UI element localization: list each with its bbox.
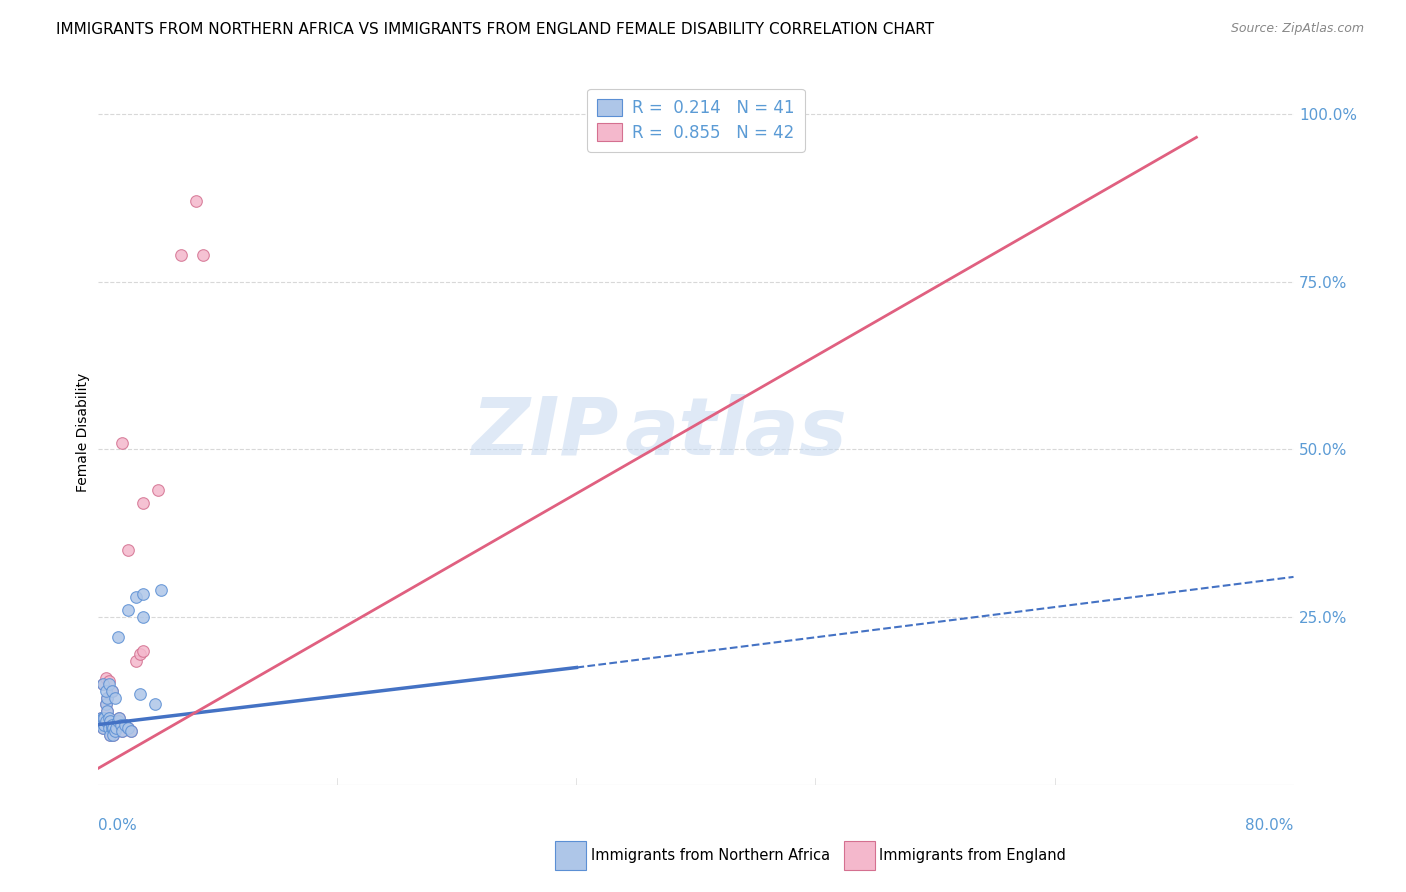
Point xyxy=(129,687,152,701)
Point xyxy=(111,724,134,739)
Point xyxy=(89,714,111,729)
Point xyxy=(90,711,112,725)
Text: 80.0%: 80.0% xyxy=(1246,819,1294,833)
Point xyxy=(105,721,128,735)
Point xyxy=(103,728,125,742)
Point xyxy=(93,717,115,731)
Point xyxy=(91,711,114,725)
Point xyxy=(94,714,117,729)
Point xyxy=(103,721,125,735)
Text: Immigrants from Northern Africa: Immigrants from Northern Africa xyxy=(591,848,830,863)
Point xyxy=(98,714,122,729)
Point xyxy=(90,717,112,731)
Point xyxy=(117,721,139,735)
Text: 0.0%: 0.0% xyxy=(98,819,138,833)
Point xyxy=(96,704,118,718)
Point xyxy=(104,724,127,739)
Point xyxy=(117,603,139,617)
Point xyxy=(101,717,124,731)
Text: Source: ZipAtlas.com: Source: ZipAtlas.com xyxy=(1230,22,1364,36)
Point xyxy=(91,677,114,691)
Point xyxy=(110,717,132,731)
Point xyxy=(91,711,114,725)
Point xyxy=(94,671,117,685)
Point xyxy=(108,711,131,725)
Point xyxy=(117,543,139,558)
Point xyxy=(132,610,155,624)
Legend: R =  0.214   N = 41, R =  0.855   N = 42: R = 0.214 N = 41, R = 0.855 N = 42 xyxy=(588,88,804,152)
Point xyxy=(129,647,152,661)
Point xyxy=(90,717,112,731)
Point xyxy=(132,587,155,601)
Point xyxy=(94,698,117,712)
Point xyxy=(111,435,134,450)
Point xyxy=(98,714,122,729)
Point xyxy=(94,684,117,698)
Point xyxy=(132,644,155,658)
Point xyxy=(89,714,111,729)
Point xyxy=(105,721,128,735)
Point xyxy=(114,717,136,731)
Point xyxy=(104,690,127,705)
Point xyxy=(97,711,120,725)
Point xyxy=(97,673,120,688)
Point xyxy=(101,684,124,698)
Point xyxy=(143,698,166,712)
Point xyxy=(108,711,131,725)
Point xyxy=(110,717,132,731)
Point xyxy=(90,711,112,725)
Text: atlas: atlas xyxy=(624,393,846,472)
Point xyxy=(107,630,129,644)
Point xyxy=(91,721,114,735)
Point xyxy=(169,248,191,262)
Point xyxy=(93,711,115,725)
Point xyxy=(97,677,120,691)
Text: Immigrants from England: Immigrants from England xyxy=(879,848,1066,863)
Point xyxy=(114,717,136,731)
Point xyxy=(191,248,214,262)
Point xyxy=(111,724,134,739)
Point xyxy=(91,677,114,691)
Y-axis label: Female Disability: Female Disability xyxy=(76,373,90,492)
Text: IMMIGRANTS FROM NORTHERN AFRICA VS IMMIGRANTS FROM ENGLAND FEMALE DISABILITY COR: IMMIGRANTS FROM NORTHERN AFRICA VS IMMIG… xyxy=(56,22,935,37)
Point xyxy=(94,714,117,729)
Point xyxy=(125,654,148,668)
Point xyxy=(150,583,173,598)
Text: ZIP: ZIP xyxy=(471,393,619,472)
Point xyxy=(101,721,124,735)
Point xyxy=(120,724,142,739)
Point xyxy=(125,590,148,604)
Point xyxy=(93,717,115,731)
Point xyxy=(97,721,120,735)
Point xyxy=(101,684,124,698)
Point xyxy=(103,721,125,735)
Point xyxy=(107,714,129,729)
Point xyxy=(96,690,118,705)
Point xyxy=(107,714,129,729)
Point xyxy=(93,711,115,725)
Point xyxy=(94,698,117,712)
Point xyxy=(101,717,124,731)
Point xyxy=(98,728,122,742)
Point xyxy=(96,690,118,705)
Point xyxy=(104,724,127,739)
Point xyxy=(184,194,207,208)
Point xyxy=(101,721,124,735)
Point xyxy=(98,728,122,742)
Point xyxy=(117,721,139,735)
Point xyxy=(120,724,142,739)
Point xyxy=(91,721,114,735)
Point xyxy=(97,721,120,735)
Point xyxy=(103,728,125,742)
Point xyxy=(96,704,118,718)
Point xyxy=(97,711,120,725)
Point xyxy=(148,483,170,497)
Point xyxy=(132,496,155,510)
